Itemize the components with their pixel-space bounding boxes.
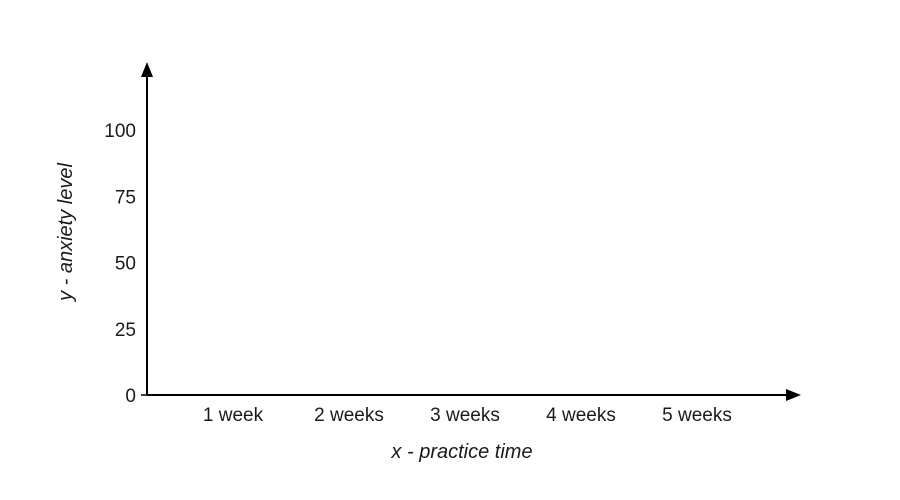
x-tick-label: 4 weeks xyxy=(546,405,616,426)
x-axis-title: x - practice time xyxy=(390,441,532,463)
y-tick-label: 0 xyxy=(125,386,136,407)
y-tick-label: 50 xyxy=(115,254,136,275)
y-tick-labels: 0 25 50 75 100 xyxy=(104,121,147,407)
y-tick-label: 25 xyxy=(115,320,136,341)
x-tick-label: 2 weeks xyxy=(314,405,384,426)
x-tick-label: 1 week xyxy=(203,405,264,426)
y-axis-arrow-icon xyxy=(141,62,153,77)
x-tick-labels: 1 week 2 weeks 3 weeks 4 weeks 5 weeks xyxy=(203,405,732,426)
y-axis-title: y - anxiety level xyxy=(55,163,77,303)
x-tick-label: 5 weeks xyxy=(662,405,732,426)
x-axis-arrow-icon xyxy=(786,389,801,401)
y-tick-label: 100 xyxy=(104,121,136,142)
y-tick-label: 75 xyxy=(115,187,136,208)
x-tick-label: 3 weeks xyxy=(430,405,500,426)
